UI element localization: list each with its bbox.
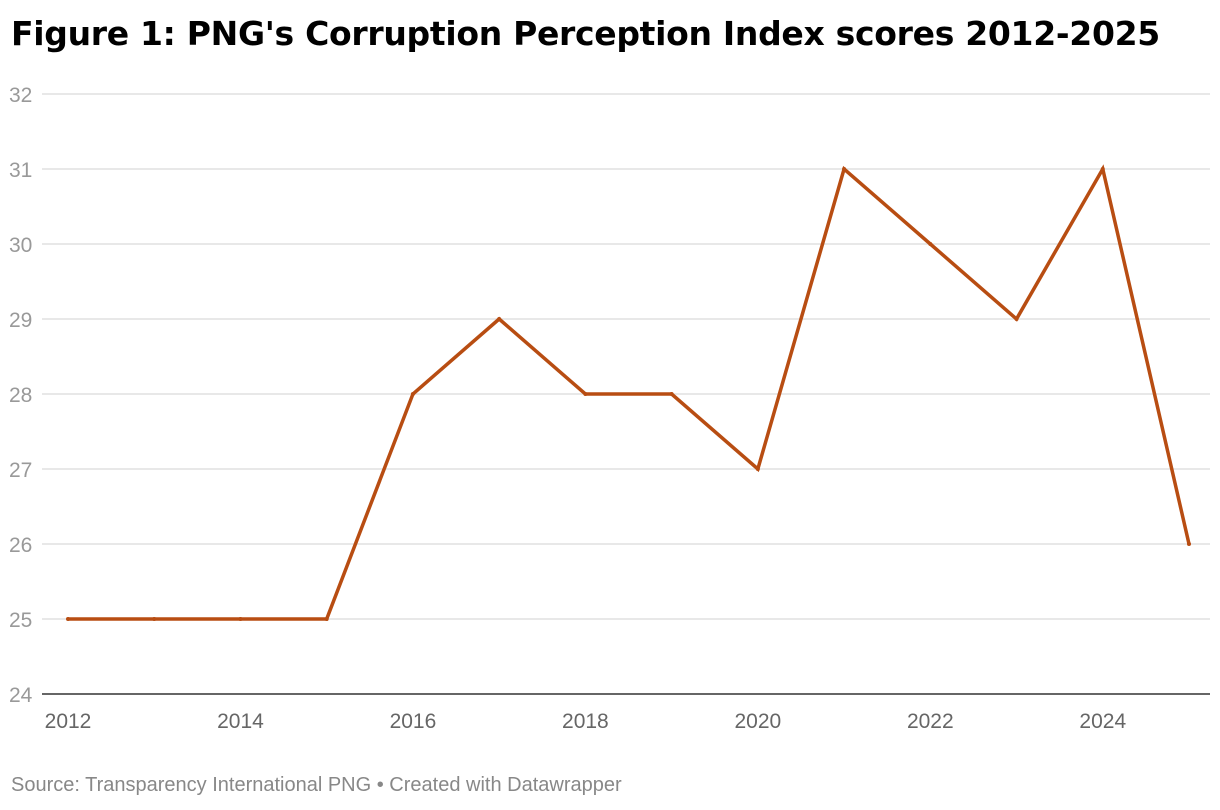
y-tick-label: 31	[9, 159, 32, 182]
y-axis-tick-labels: 24 25 26 27 28 29 30 31 32	[9, 84, 33, 707]
y-tick-label: 29	[9, 309, 32, 332]
x-axis-tick-labels: 2012 2014 2016 2018 2020 2022 2024	[45, 710, 1127, 733]
x-tick-label: 2016	[390, 710, 437, 733]
data-point	[497, 317, 502, 321]
y-tick-label: 30	[9, 234, 32, 257]
data-point	[755, 467, 760, 471]
series-line	[68, 164, 1191, 621]
data-point	[1014, 317, 1019, 321]
chart-title: Figure 1: PNG's Corruption Perception In…	[11, 14, 1160, 53]
x-tick-label: 2014	[217, 710, 264, 733]
grid-lines	[42, 93, 1210, 620]
data-point	[152, 617, 157, 621]
y-tick-label: 26	[9, 534, 32, 557]
x-tick-label: 2022	[907, 710, 954, 733]
x-tick-label: 2018	[562, 710, 609, 733]
data-point	[928, 242, 933, 246]
y-tick-label: 27	[9, 459, 32, 482]
data-point	[1100, 167, 1105, 171]
data-point	[410, 392, 415, 396]
y-tick-label: 32	[9, 84, 32, 107]
data-point	[324, 617, 329, 621]
x-tick-label: 2020	[734, 710, 781, 733]
data-point	[66, 617, 70, 621]
y-tick-label: 25	[9, 609, 32, 632]
y-tick-label: 28	[9, 384, 32, 407]
data-point	[1187, 542, 1191, 546]
data-point	[842, 167, 847, 171]
y-tick-label: 24	[9, 684, 33, 707]
data-point	[238, 617, 243, 621]
data-point	[669, 392, 674, 396]
source-note: Source: Transparency International PNG •…	[11, 774, 622, 796]
x-tick-label: 2024	[1079, 710, 1126, 733]
series-layer	[66, 164, 1191, 621]
data-point	[583, 392, 588, 396]
x-tick-label: 2012	[45, 710, 92, 733]
